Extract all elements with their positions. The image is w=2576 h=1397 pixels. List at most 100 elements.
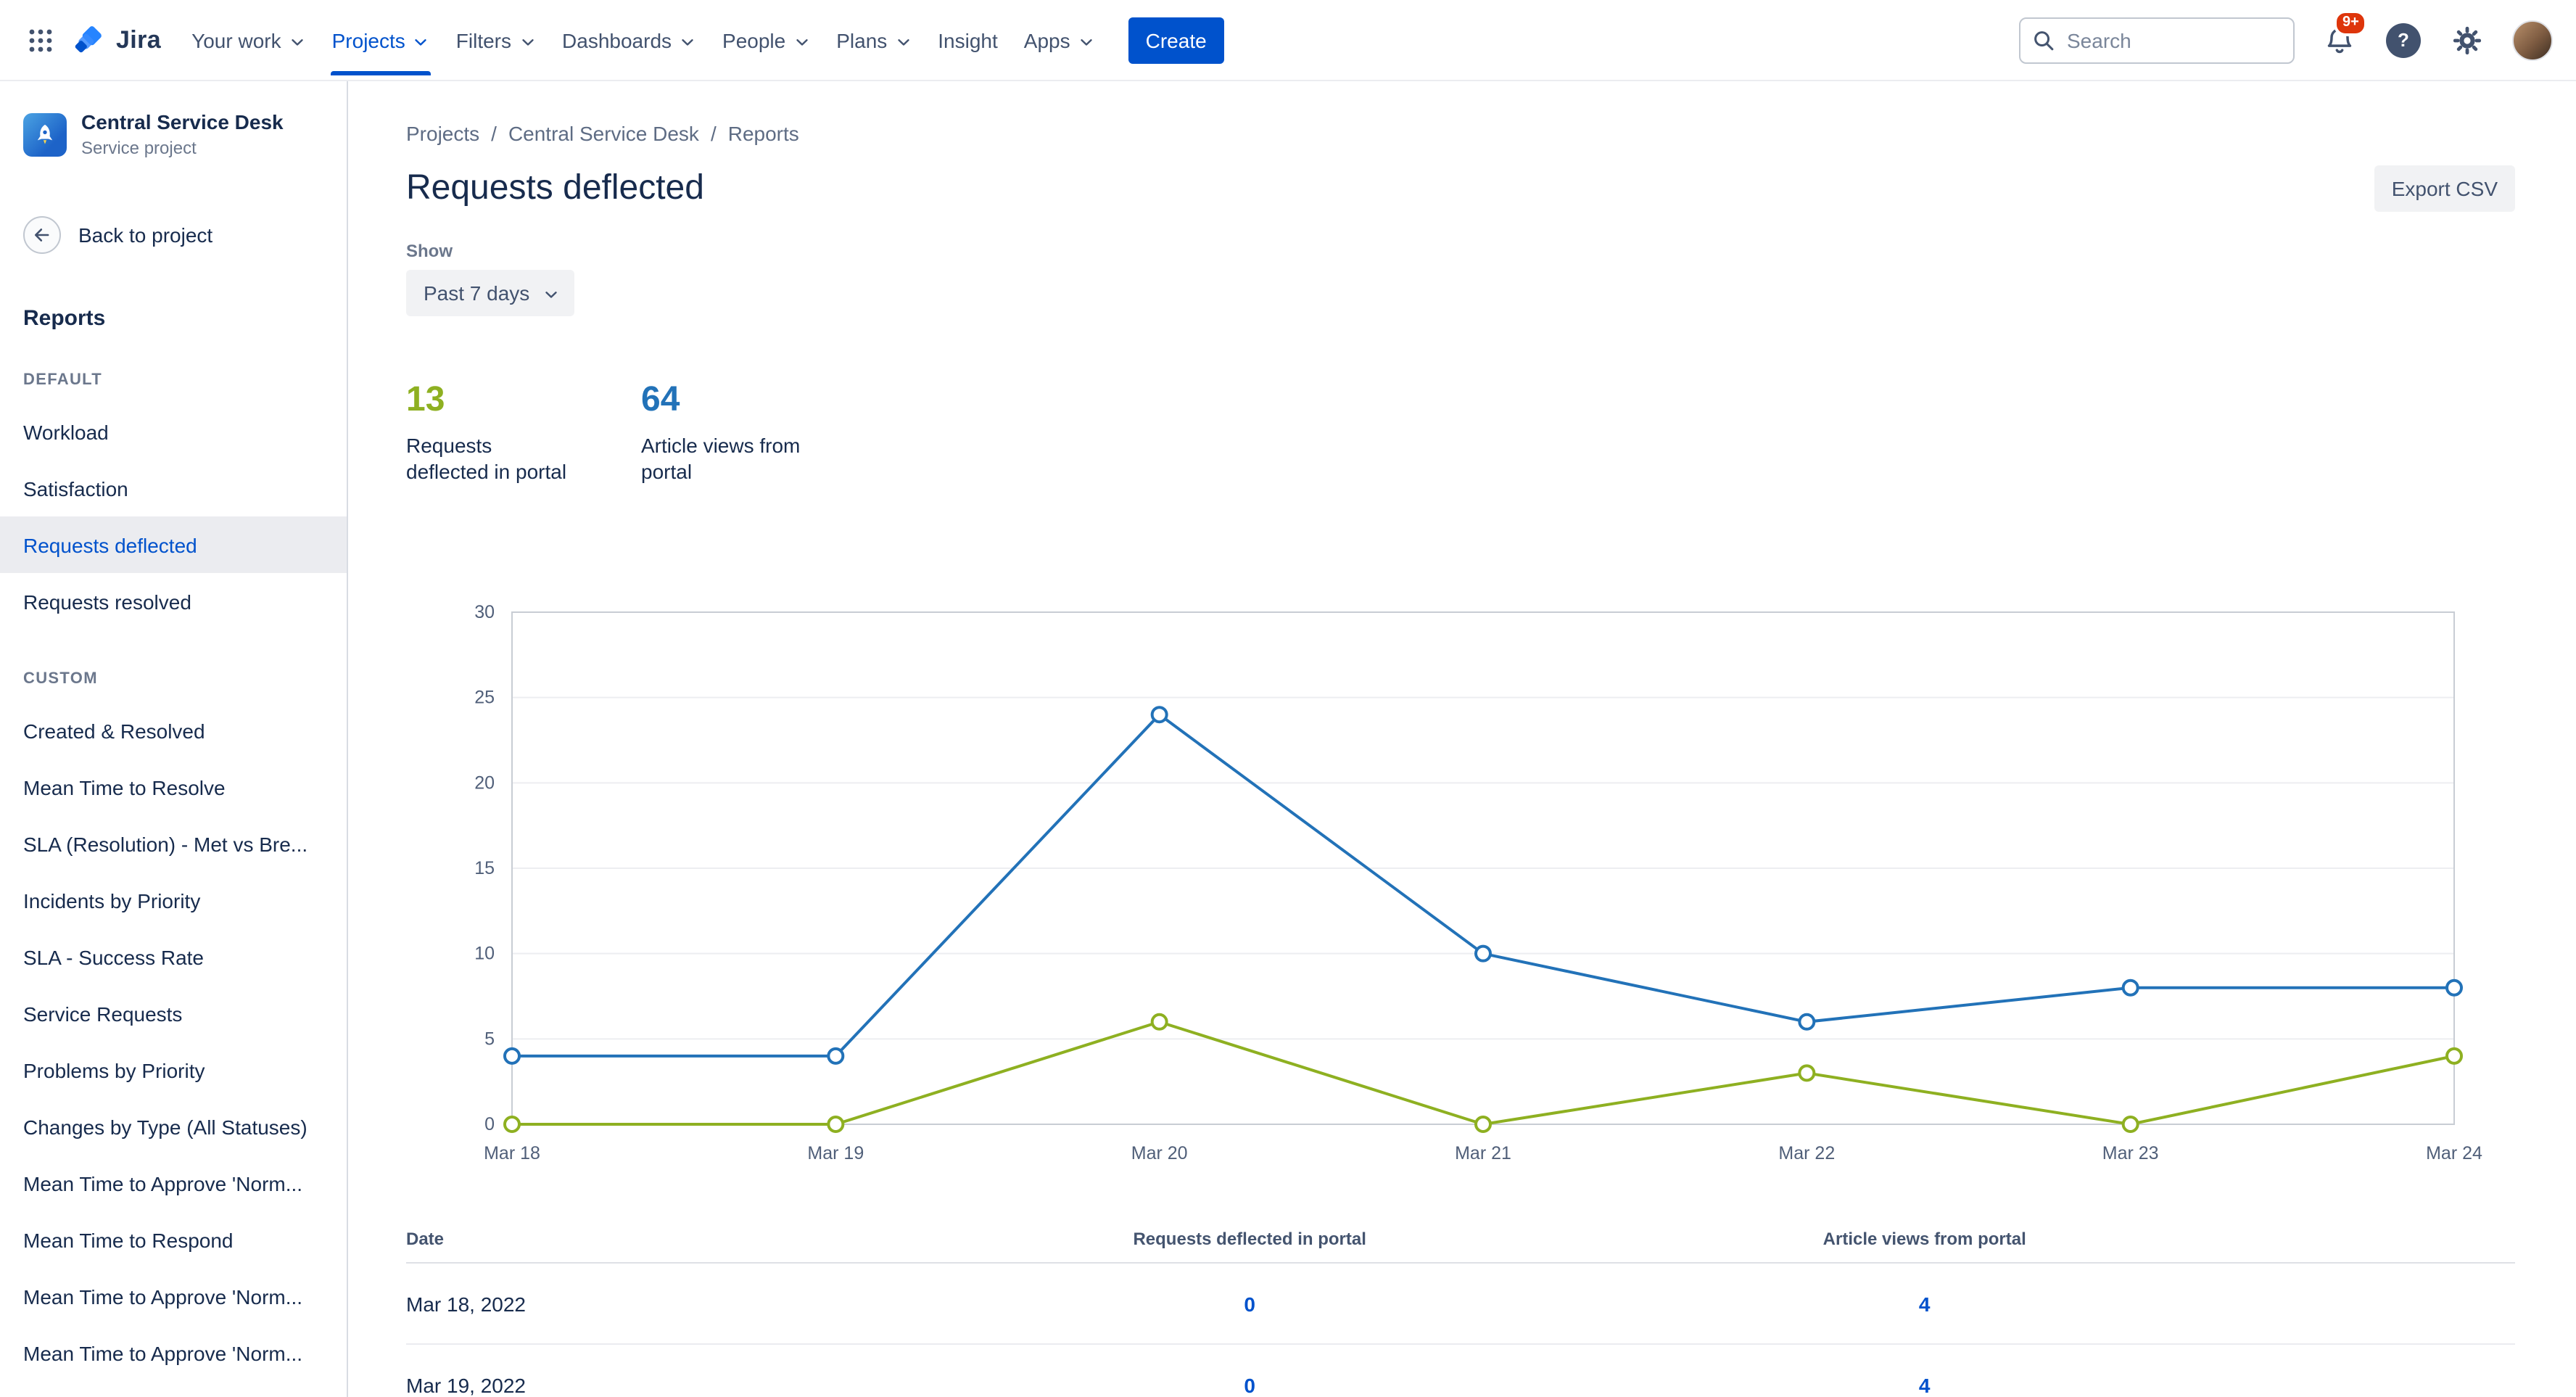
svg-text:25: 25 — [474, 688, 495, 708]
sidebar-item-mean-time-to-resolve[interactable]: Mean Time to Resolve — [23, 775, 226, 799]
nav-item-label: Your work — [191, 28, 281, 51]
nav-item-insight[interactable]: Insight — [925, 20, 1011, 60]
sidebar-item-requests-deflected[interactable]: Requests deflected — [0, 516, 347, 573]
sidebar-item-changes-by-type-all-statuses[interactable]: Changes by Type (All Statuses) — [23, 1115, 307, 1138]
sidebar-item-requests-resolved[interactable]: Requests resolved — [23, 590, 191, 613]
nav-item-people[interactable]: People — [709, 20, 823, 60]
nav-item-projects[interactable]: Projects — [319, 20, 443, 75]
sidebar-item-mean-time-to-approve-norm[interactable]: Mean Time to Approve 'Norm... — [23, 1171, 303, 1195]
value-link[interactable]: 0 — [1244, 1292, 1255, 1315]
project-header: Central Service Desk Service project — [0, 110, 347, 158]
breadcrumb-link-projects[interactable]: Projects — [406, 122, 480, 145]
jira-mark-icon — [75, 25, 102, 52]
sidebar-item-incidents-by-priority[interactable]: Incidents by Priority — [23, 889, 201, 912]
svg-text:10: 10 — [474, 944, 495, 964]
sidebar-heading: Reports — [23, 306, 106, 331]
sidebar-item-satisfaction[interactable]: Satisfaction — [23, 477, 128, 500]
chevron-down-icon — [796, 38, 807, 45]
report-table-head: Date Requests deflected in portal Article … — [406, 1229, 2515, 1264]
chevron-down-icon — [897, 38, 909, 45]
back-to-project-button[interactable]: Back to project — [0, 216, 347, 254]
chevron-down-icon — [1080, 38, 1092, 45]
app-switcher-icon[interactable] — [20, 20, 61, 60]
sidebar-item-mean-time-to-approve-norm[interactable]: Mean Time to Approve 'Norm... — [23, 1341, 303, 1364]
chart-container: 0 5 10 15 20 25 30 Mar 18 Mar 19 Mar 20 Mar 21 Mar … — [406, 598, 2515, 1171]
global-search — [2019, 17, 2295, 63]
project-sidebar: Central Service Desk Service project Bac… — [0, 81, 348, 1397]
value-cell: 4 — [1545, 1292, 2304, 1315]
project-name: Central Service Desk — [81, 110, 284, 133]
user-avatar[interactable] — [2512, 20, 2553, 60]
notifications-button[interactable]: 9+ — [2321, 9, 2368, 59]
report-table: Date Requests deflected in portal Article … — [406, 1229, 2515, 1397]
date-cell: Mar 19, 2022 — [406, 1373, 526, 1396]
top-navigation-bar: Jira Your work Projects Filters Dashboards P… — [0, 0, 2576, 81]
page-title: Requests deflected — [406, 168, 704, 207]
sidebar-item-service-requests[interactable]: Service Requests — [23, 1002, 183, 1025]
breadcrumb-separator: / — [710, 122, 717, 145]
grid-icon — [29, 28, 52, 51]
column-header-article-views-from-portal: Article views from portal — [1822, 1229, 2026, 1249]
stat-requests-deflected-in-portal: 13 Requests deflected in portal — [406, 380, 641, 485]
report-main: Projects / Central Service Desk / Reports Re… — [348, 81, 2576, 1397]
search-input[interactable] — [2019, 17, 2295, 63]
breadcrumb-link-central-service-desk[interactable]: Central Service Desk — [508, 122, 699, 145]
date-range-value: Past 7 days — [424, 281, 530, 305]
value-link[interactable]: 4 — [1918, 1292, 1931, 1315]
sidebar-item-problems-by-priority[interactable]: Problems by Priority — [23, 1058, 205, 1081]
sidebar-item-sla-resolution-met-vs-bre[interactable]: SLA (Resolution) - Met vs Bre... — [23, 832, 308, 855]
chevron-down-icon — [682, 38, 693, 45]
sidebar-item-workload[interactable]: Workload — [23, 420, 109, 443]
create-button[interactable]: Create — [1128, 17, 1224, 63]
value-link[interactable]: 0 — [1244, 1373, 1255, 1396]
svg-text:5: 5 — [484, 1029, 495, 1049]
gear-icon — [2453, 25, 2482, 54]
settings-button[interactable] — [2448, 21, 2486, 59]
chevron-down-icon — [416, 38, 427, 45]
project-type: Service project — [81, 138, 197, 158]
breadcrumb-link-reports[interactable]: Reports — [727, 122, 799, 145]
value-link[interactable]: 4 — [1918, 1373, 1931, 1396]
sidebar-item-mean-time-to-respond[interactable]: Mean Time to Respond — [23, 1228, 234, 1251]
svg-text:20: 20 — [474, 772, 495, 793]
topbar-right-cluster: 9+ ? — [2019, 9, 2553, 63]
stat-value: 64 — [641, 380, 680, 419]
nav-item-label: Filters — [455, 28, 512, 51]
sidebar-item-created-resolved[interactable]: Created & Resolved — [23, 719, 205, 742]
nav-item-your-work[interactable]: Your work — [178, 20, 319, 60]
sidebar-item-sla-success-rate[interactable]: SLA - Success Rate — [23, 945, 205, 968]
nav-item-apps[interactable]: Apps — [1011, 20, 1108, 60]
stat-article-views-from-portal: 64 Article views from portal — [641, 380, 876, 485]
nav-item-label: Plans — [836, 28, 888, 51]
svg-text:15: 15 — [474, 858, 495, 878]
notification-count-badge: 9+ — [2334, 9, 2368, 36]
nav-item-label: Dashboards — [562, 28, 672, 51]
table-row: Mar 19, 2022 0 4 — [406, 1345, 2515, 1397]
svg-text:Mar 23: Mar 23 — [2102, 1143, 2159, 1163]
logo-wordmark: Jira — [116, 25, 162, 53]
export-csv-button[interactable]: Export CSV — [2374, 165, 2515, 212]
nav-item-plans[interactable]: Plans — [823, 20, 925, 60]
deflection-line-chart: 0 5 10 15 20 25 30 Mar 18 Mar 19 Mar 20 Mar 21 Mar … — [474, 602, 2482, 1163]
column-header-requests-deflected-in-portal: Requests deflected in portal — [1133, 1229, 1366, 1249]
chevron-down-icon — [545, 291, 558, 297]
svg-text:Mar 22: Mar 22 — [1778, 1143, 1835, 1163]
svg-text:Mar 20: Mar 20 — [1131, 1143, 1188, 1163]
nav-item-label: People — [722, 28, 786, 51]
help-button[interactable]: ? — [2385, 21, 2422, 59]
jira-logo[interactable]: Jira — [73, 22, 161, 57]
show-label: Show — [406, 241, 453, 261]
svg-text:Mar 21: Mar 21 — [1455, 1143, 1511, 1163]
nav-item-label: Insight — [938, 28, 998, 51]
nav-item-dashboards[interactable]: Dashboards — [549, 20, 709, 60]
nav-item-label: Apps — [1023, 28, 1070, 51]
svg-text:Mar 24: Mar 24 — [2426, 1143, 2482, 1163]
sidebar-group-title-default: DEFAULT — [23, 371, 103, 389]
back-circle — [23, 216, 61, 254]
date-range-dropdown[interactable]: Past 7 days — [406, 270, 575, 316]
nav-item-filters[interactable]: Filters — [443, 20, 549, 60]
chevron-down-icon — [291, 38, 303, 45]
rocket-icon — [37, 123, 53, 144]
sidebar-item-mean-time-to-approve-norm[interactable]: Mean Time to Approve 'Norm... — [23, 1285, 303, 1308]
